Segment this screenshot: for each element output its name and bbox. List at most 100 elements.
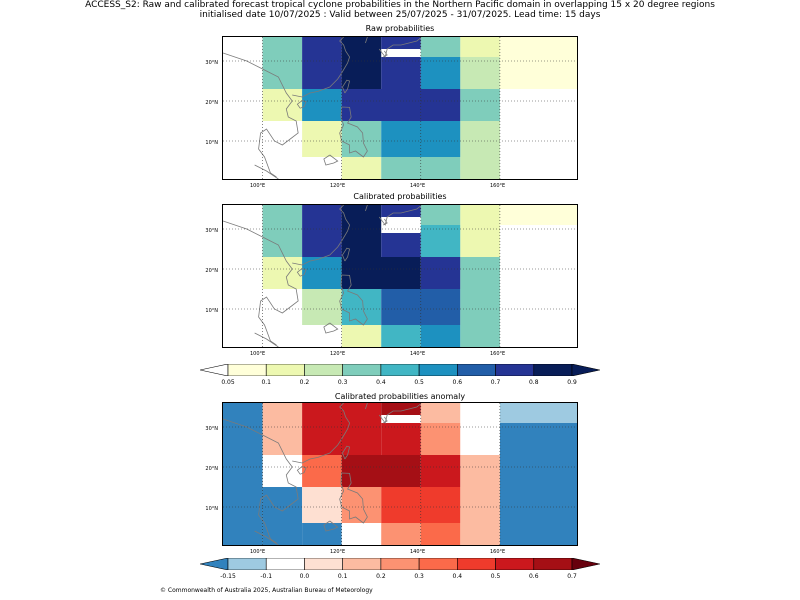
heatmap-cell [460,121,500,157]
coastline [223,418,299,544]
heatmap-cell [341,325,382,347]
heatmap-cell [262,455,303,487]
colorbar-tick-label: 0.6 [452,379,463,386]
colorbar-tick-label: 0.7 [490,379,501,386]
xtick-140e: 140°E [410,183,426,189]
heatmap-cell [381,325,421,347]
ytick-20n: 20°N [205,466,218,472]
heatmap-cell [262,205,303,257]
figure-title-line2: initialised date 10/07/2025 : Valid betw… [199,10,601,20]
map-calibrated-probabilities [222,204,578,348]
colorbar-under-arrow [200,364,229,376]
xtick-160e: 160°E [490,549,506,555]
coastline [323,322,339,334]
coastline [339,106,368,158]
heatmap-cell [499,403,577,423]
map-raw-probabilities [222,36,578,180]
heatmap-cell [420,523,461,545]
colorbar-tick-label: 0.2 [299,379,310,386]
colorbar-tick-label: 0.4 [376,379,386,386]
colorbar-tick-label: 0.8 [528,379,539,386]
colorbar-tick-label: 0.3 [337,379,348,386]
ytick-30n: 30°N [205,60,218,66]
heatmap-cell [341,455,421,487]
heatmap-cell [460,205,500,257]
heatmap-cell [381,403,421,415]
coastline [342,79,351,94]
xtick-100e: 100°E [250,351,266,357]
xtick-120e: 120°E [330,549,346,555]
heatmap-cell [460,89,500,121]
xtick-120e: 120°E [330,351,346,357]
colorbar-tick-label: 0.2 [376,573,386,580]
panel-title-raw: Raw probabilities [365,24,435,33]
heatmap-cell [262,487,303,545]
colorbar-swatch [418,558,458,570]
colorbar-swatch [495,558,535,570]
heatmap-cell [420,205,461,225]
heatmap-cell [420,403,461,423]
colorbar-swatch [495,364,535,376]
xtick-140e: 140°E [410,351,426,357]
coastline [223,52,299,178]
heatmap-cell [262,257,303,289]
xtick-100e: 100°E [250,549,266,555]
heatmap-cell [341,257,421,289]
heatmap-cell [302,289,342,325]
colorbar-tick-label: 0.4 [452,573,463,580]
colorbar-swatch [457,558,496,570]
heatmap-cell [341,89,461,121]
colorbar-tick-label: 0.05 [221,379,235,386]
colorbar-swatch [227,364,267,376]
heatmap-cell [460,289,500,325]
heatmap-cell [420,423,461,455]
colorbar-tick-label: 0.1 [261,379,271,386]
heatmap-cell [341,121,382,157]
colorbar-swatch [380,558,420,570]
xtick-100e: 100°E [250,183,266,189]
heatmap-cell [381,423,421,455]
heatmap-cell [460,37,500,57]
heatmap-cell [420,257,461,289]
heatmap-cell [262,403,303,455]
coastline [339,274,368,326]
copyright-footer: © Commonwealth of Australia 2025, Austra… [160,587,373,594]
colorbar-swatch [342,364,382,376]
heatmap-cell [262,89,303,121]
coastline [254,164,279,179]
heatmap-cell [341,487,382,523]
coastline [383,50,388,58]
coastline [254,332,279,347]
heatmap-cell [460,403,500,455]
anomaly-colorbar [200,558,600,570]
probability-colorbar-labels: 0.05 0.1 0.2 0.3 0.4 0.5 0.6 0.7 0.8 0.9 [200,379,600,389]
colorbar-swatch [304,558,343,570]
heatmap-cell [302,455,342,487]
coastline [365,37,368,44]
heatmap-cell [381,205,421,217]
coastline [383,416,388,424]
colorbar-tick-label: 0.6 [528,573,539,580]
ytick-30n: 30°N [205,426,218,432]
colorbar-swatch [457,364,496,376]
xtick-140e: 140°E [410,549,426,555]
heatmap-cell [460,257,500,289]
ytick-30n: 30°N [205,228,218,234]
colorbar-swatch [418,364,458,376]
colorbar-tick-label: 0.3 [414,573,424,580]
colorbar-tick-label: -0.1 [260,573,273,580]
ytick-20n: 20°N [205,268,218,274]
xtick-120e: 120°E [330,183,346,189]
heatmap-cell [381,523,421,545]
figure-title-line1: ACCESS_S2: Raw and calibrated forecast t… [85,0,715,10]
colorbar-swatch [380,364,420,376]
panel-title-anomaly: Calibrated probabilities anomaly [334,392,466,401]
heatmap-canvas [223,403,577,545]
heatmap-cell [341,289,382,325]
coastline [223,220,299,346]
ytick-20n: 20°N [205,100,218,106]
coastline [383,218,388,226]
heatmap-cell [420,325,461,347]
heatmap-cell [420,37,461,57]
heatmap-cell [420,225,461,257]
